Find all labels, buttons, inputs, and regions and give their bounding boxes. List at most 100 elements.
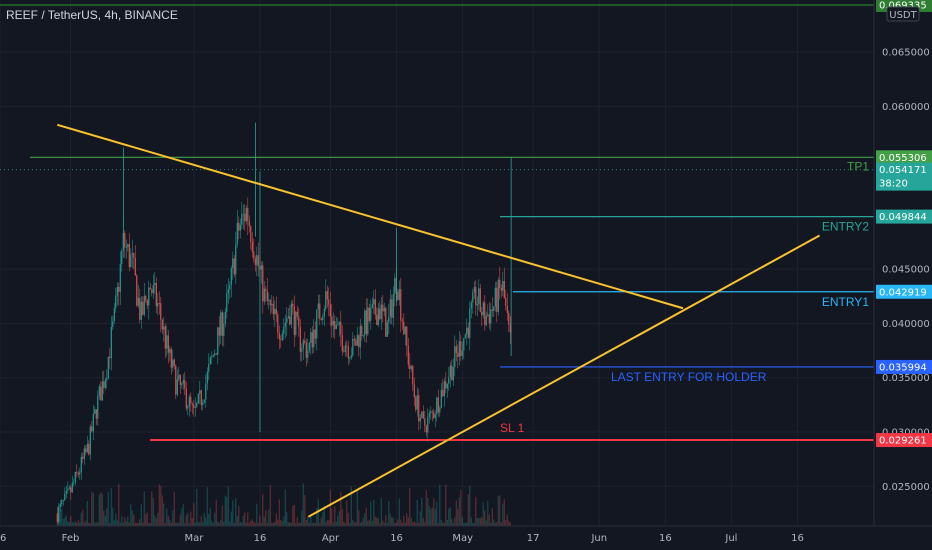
volume-bar-76 <box>170 522 172 526</box>
candle-body-139 <box>265 288 267 291</box>
volume-bar-175 <box>319 523 321 526</box>
volume-bar-134 <box>257 522 259 526</box>
candle-body-281 <box>478 288 480 304</box>
volume-bar-216 <box>380 497 382 526</box>
candle-body-57 <box>142 301 144 315</box>
volume-bar-226 <box>395 522 397 526</box>
volume-bar-132 <box>254 522 256 526</box>
candle-body-268 <box>458 341 460 357</box>
candle-body-6 <box>65 490 67 494</box>
volume-bar-184 <box>332 522 334 526</box>
volume-bar-298 <box>503 499 505 526</box>
volume-bar-111 <box>223 521 225 526</box>
candle-body-238 <box>413 384 415 398</box>
candle-body-151 <box>283 326 285 334</box>
candle-body-74 <box>167 335 169 353</box>
volume-bar-220 <box>386 522 388 526</box>
volume-bar-206 <box>365 507 367 526</box>
volume-bar-246 <box>425 490 427 526</box>
candle-body-34 <box>107 356 109 379</box>
volume-bar-286 <box>485 520 487 526</box>
candle-body-33 <box>106 378 108 381</box>
candle-body-263 <box>451 365 453 381</box>
candle-body-43 <box>121 250 123 265</box>
volume-bar-91 <box>193 503 195 526</box>
candle-body-133 <box>256 255 258 265</box>
volume-bar-39 <box>115 513 117 526</box>
time-axis-ticks[interactable]: 16 Feb Mar 16 Apr 16 May 17 Jun 16 Jul 16 <box>0 533 804 544</box>
volume-bar-201 <box>358 510 360 526</box>
volume-bar-6 <box>65 515 67 526</box>
volume-bar-156 <box>290 522 292 526</box>
volume-bar-61 <box>148 522 150 526</box>
volume-bar-248 <box>428 506 430 526</box>
candle-body-21 <box>88 444 90 455</box>
volume-bar-109 <box>220 519 222 526</box>
candle-body-110 <box>221 312 223 336</box>
price-axis[interactable] <box>874 0 932 550</box>
volume-bar-192 <box>344 522 346 526</box>
volume-bar-14 <box>77 519 79 526</box>
volume-bar-32 <box>104 515 106 526</box>
volume-bar-119 <box>235 498 237 526</box>
candle-body-250 <box>431 411 433 413</box>
volume-bar-138 <box>263 516 265 526</box>
currency-badge[interactable]: USDT <box>886 6 920 22</box>
level-labels: TP2 TP1 ENTRY2 ENTRY1 LAST ENTRY FOR HOLDER S… <box>500 0 869 435</box>
volume-bar-26 <box>95 522 97 526</box>
candle-body-65 <box>154 282 156 286</box>
candle-body-276 <box>470 302 472 309</box>
candle-body-271 <box>463 338 465 351</box>
candle-body-222 <box>389 299 391 317</box>
volume-bar-186 <box>335 521 337 526</box>
volume-bar-108 <box>218 522 220 526</box>
volume-bar-265 <box>454 517 456 526</box>
candle-body-213 <box>376 314 378 326</box>
volume-bar-20 <box>86 501 88 526</box>
price-tag-bg-2 <box>876 209 932 224</box>
volume-bar-252 <box>434 509 436 526</box>
symbol-title: REEF / TetherUS, 4h, BINANCE <box>6 8 178 22</box>
candle-body-68 <box>158 302 160 304</box>
candle-body-137 <box>262 265 264 302</box>
candle-body-259 <box>445 381 447 389</box>
volume-bar-115 <box>229 521 231 526</box>
candle-body-209 <box>370 308 372 321</box>
candle-body-272 <box>464 334 466 339</box>
volume-bar-144 <box>272 522 274 526</box>
volume-bar-57 <box>142 522 144 526</box>
candle-body-292 <box>494 287 496 307</box>
candle-body-149 <box>280 339 282 341</box>
candle-body-78 <box>173 359 175 366</box>
candle-body-241 <box>418 395 420 422</box>
volume-bar-187 <box>337 516 339 526</box>
candle-body-54 <box>137 297 139 306</box>
candle-body-28 <box>98 386 100 396</box>
volume-bar-224 <box>392 517 394 526</box>
volume-bar-81 <box>178 522 180 526</box>
candle-body-3 <box>61 500 63 505</box>
candle-body-298 <box>503 280 505 298</box>
candle-body-223 <box>391 299 393 318</box>
volume-bar-23 <box>91 491 93 526</box>
volume-bar-137 <box>262 493 264 526</box>
volume-bar-24 <box>92 493 94 526</box>
volume-bar-62 <box>149 523 151 526</box>
volume-bar-30 <box>101 493 103 526</box>
candle-body-220 <box>386 322 388 337</box>
volume-bar-141 <box>268 509 270 526</box>
volume-bar-130 <box>251 519 253 526</box>
candle-body-101 <box>208 364 210 372</box>
candle-body-262 <box>449 365 451 378</box>
volume-bar-217 <box>382 520 384 526</box>
candle-body-296 <box>500 287 502 291</box>
volume-bar-128 <box>248 522 250 526</box>
candle-body-63 <box>151 289 153 294</box>
candle-body-56 <box>140 301 142 320</box>
volume-bar-240 <box>416 499 418 526</box>
volume-bar-68 <box>158 484 160 526</box>
volume-bar-280 <box>476 518 478 526</box>
volume-bar-302 <box>509 522 511 526</box>
candle-body-177 <box>322 316 324 320</box>
